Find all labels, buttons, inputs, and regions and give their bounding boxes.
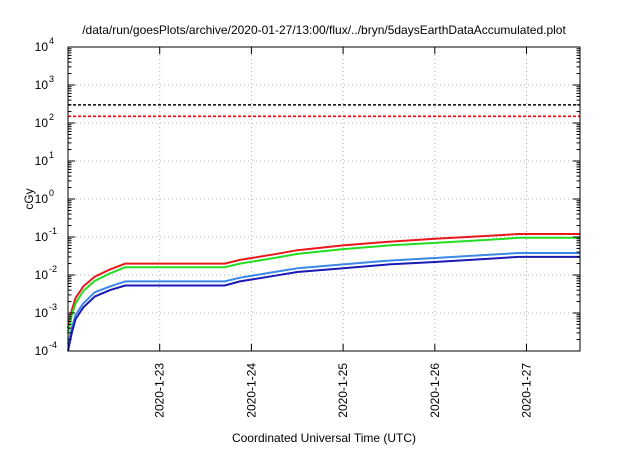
y-axis-label: cGy [22,188,36,209]
y-tick-exponent: 3 [49,74,54,84]
y-tick-label: 10 [35,40,49,54]
x-tick-label: 2020-1-26 [428,363,442,418]
x-tick-label: 2020-1-27 [520,363,534,418]
y-tick-label: 10 [35,306,49,320]
grid [68,47,580,351]
y-tick-label: 10 [35,116,49,130]
x-axis-ticks: 2020-1-23 2020-1-24 2020-1-25 2020-1-26 2020… [153,47,534,418]
y-tick-exponent: 0 [49,188,54,198]
x-tick-label: 2020-1-23 [153,363,167,418]
y-tick-label: 10 [35,344,49,358]
y-tick-label: 10 [35,192,49,206]
y-tick-exponent: -1 [49,226,57,236]
series-line [67,252,580,345]
series-line [67,236,580,334]
y-tick-exponent: 1 [49,150,54,160]
reference-lines [68,104,580,118]
series-lines [67,233,580,352]
series-line [67,255,580,352]
y-tick-exponent: -2 [49,264,57,274]
y-tick-exponent: 2 [49,112,54,122]
y-tick-label: 10 [35,230,49,244]
x-tick-label: 2020-1-25 [336,363,350,418]
x-axis-label: Coordinated Universal Time (UTC) [232,431,416,445]
y-tick-exponent: 4 [49,36,54,46]
y-tick-exponent: -4 [49,340,57,350]
chart-title: /data/run/goesPlots/archive/2020-01-27/1… [82,23,566,37]
y-tick-label: 10 [35,268,49,282]
y-tick-label: 10 [35,78,49,92]
y-tick-exponent: -3 [49,302,57,312]
series-line [67,233,580,329]
y-tick-label: 10 [35,154,49,168]
x-tick-label: 2020-1-24 [244,363,258,418]
